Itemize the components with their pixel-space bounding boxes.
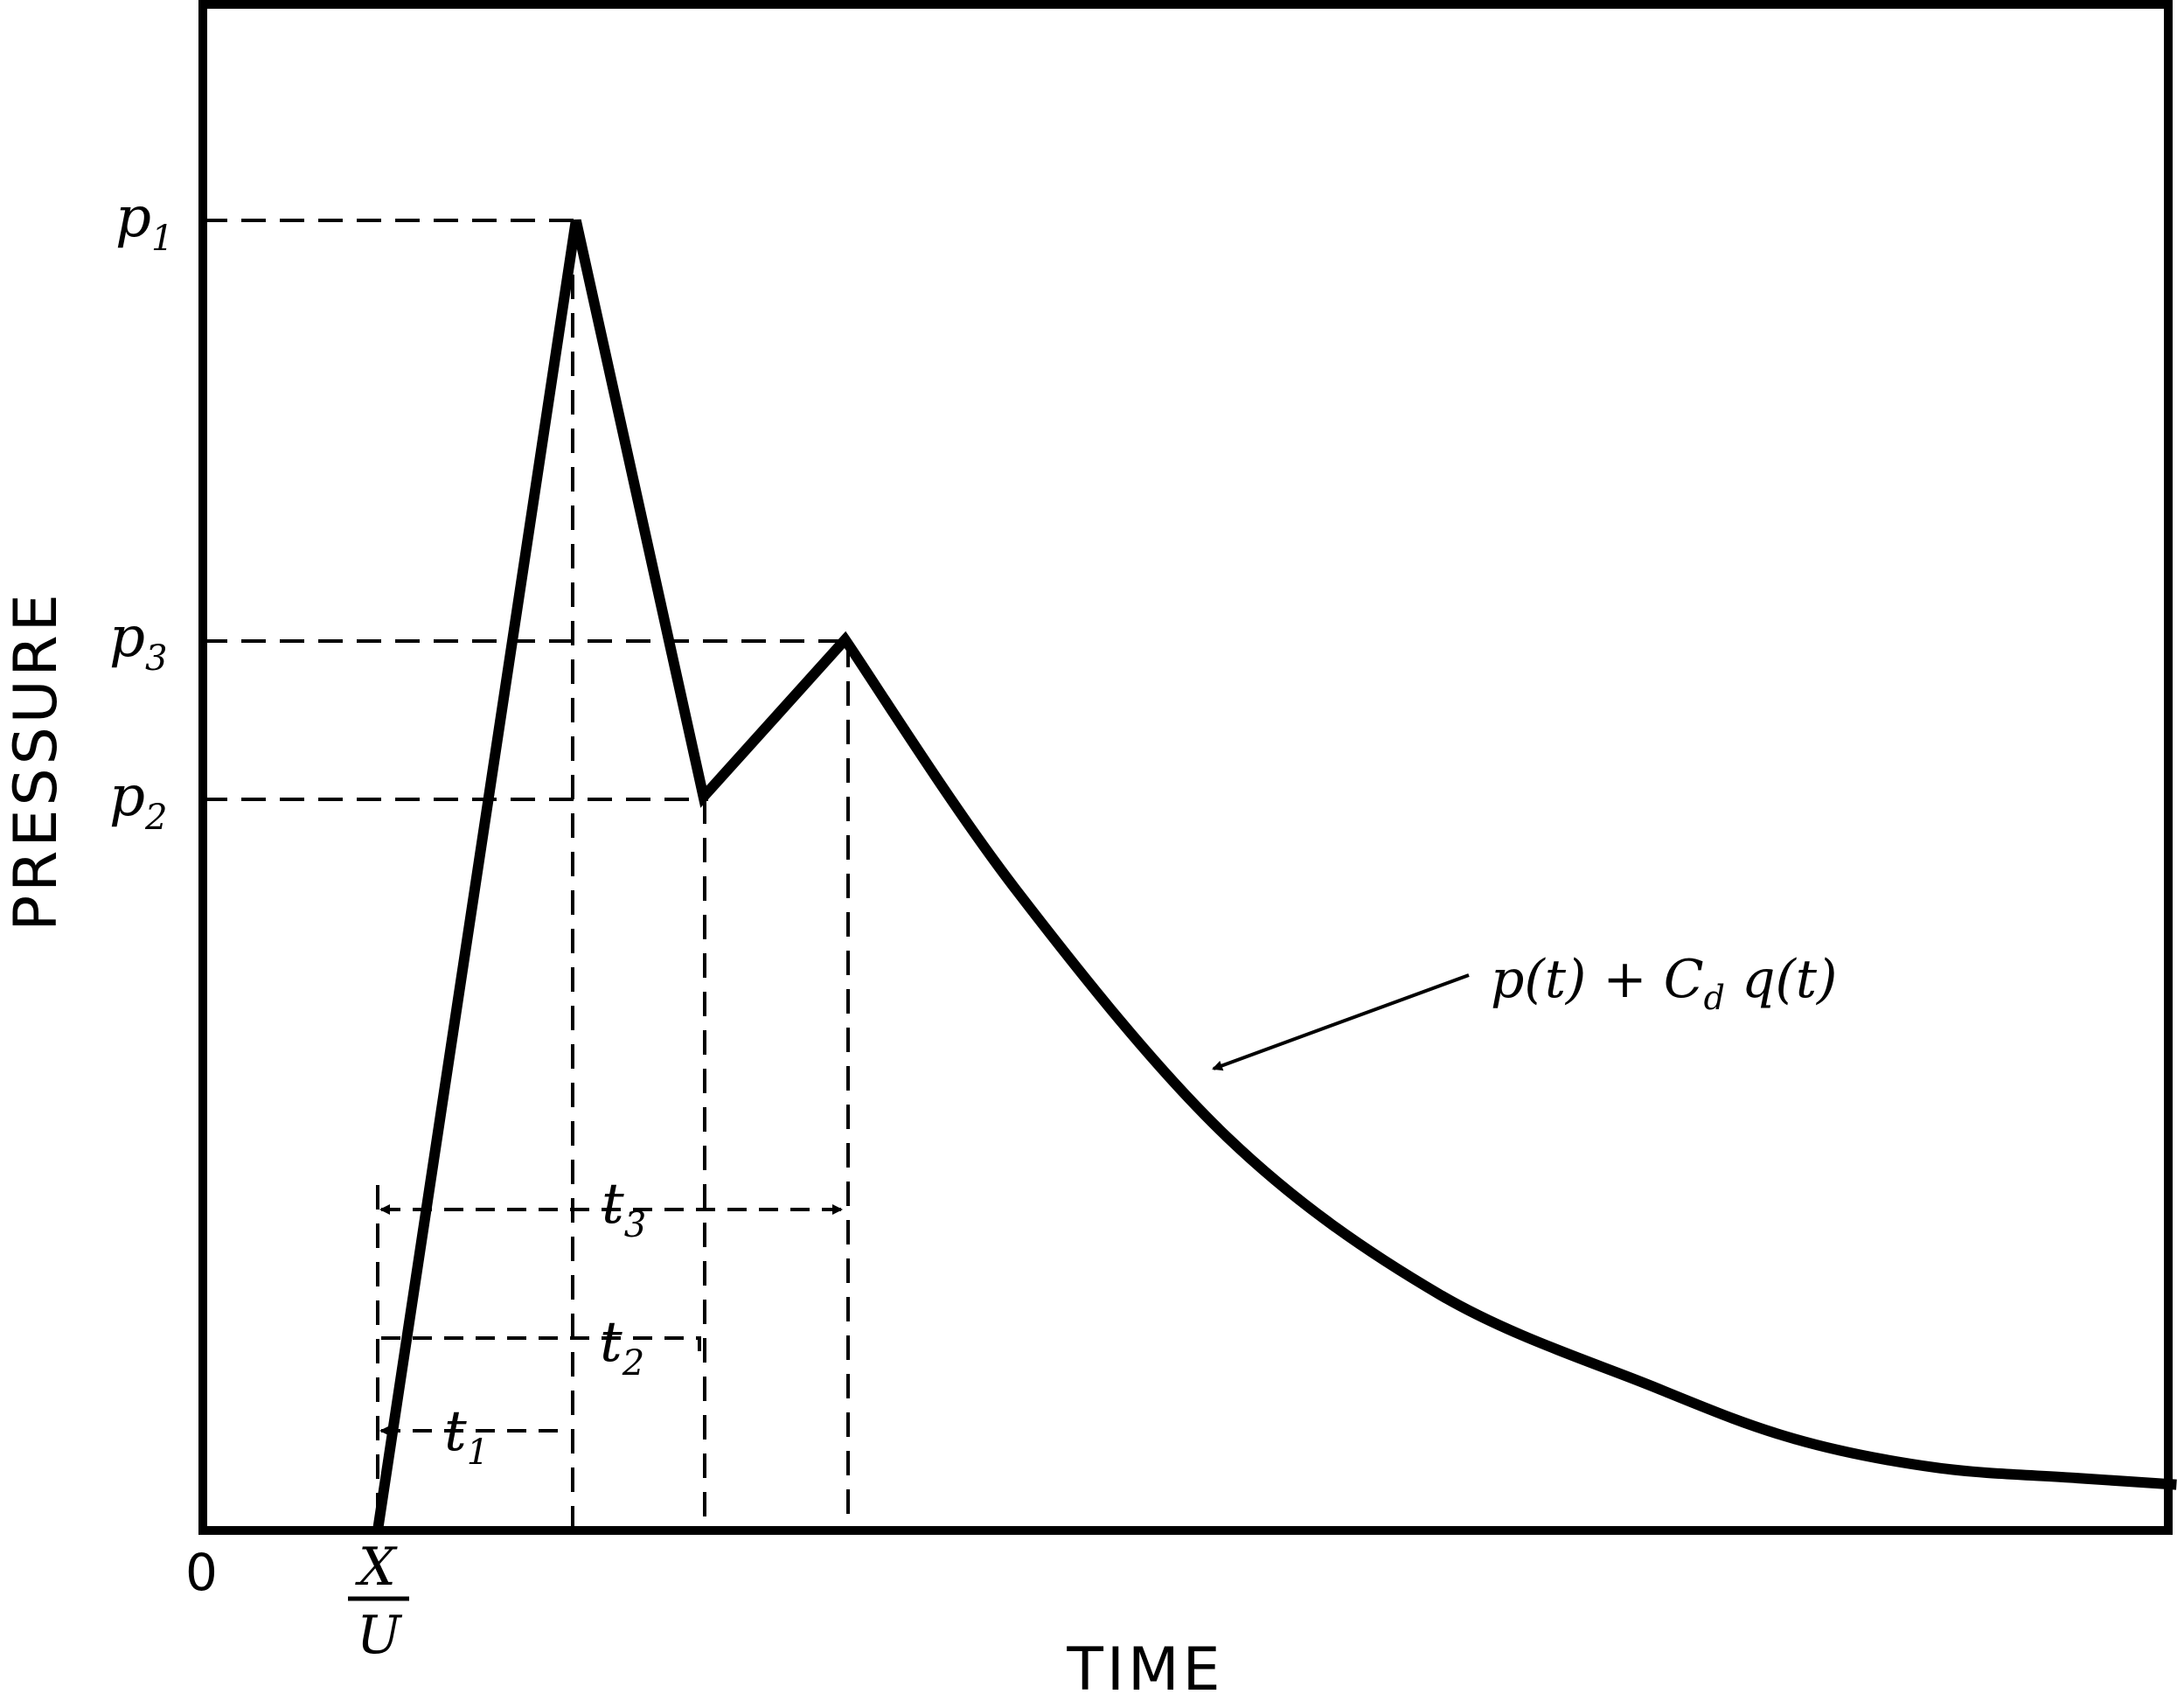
origin-label: 0 (185, 1543, 218, 1602)
y-axis-title: PRESSURE (2, 590, 71, 931)
p2-label: p2 (109, 764, 167, 838)
t2-label: t2 (600, 1310, 644, 1384)
series-label: p(t) + Cd q(t) (1491, 949, 1837, 1017)
series-leader-arrow (1212, 973, 1470, 1071)
p1-label: p1 (115, 185, 173, 259)
x-axis-title: TIME (1066, 1635, 1223, 1701)
pressure-curve (372, 219, 2177, 1531)
t2-dimension (381, 1336, 701, 1351)
t3-label: t3 (602, 1172, 646, 1245)
x-over-u-numerator: X (355, 1537, 398, 1598)
t1-label: t1 (444, 1399, 489, 1473)
p3-label: p3 (109, 605, 167, 679)
plot-frame (198, 0, 2173, 1535)
x-over-u-denominator: U (357, 1605, 403, 1666)
